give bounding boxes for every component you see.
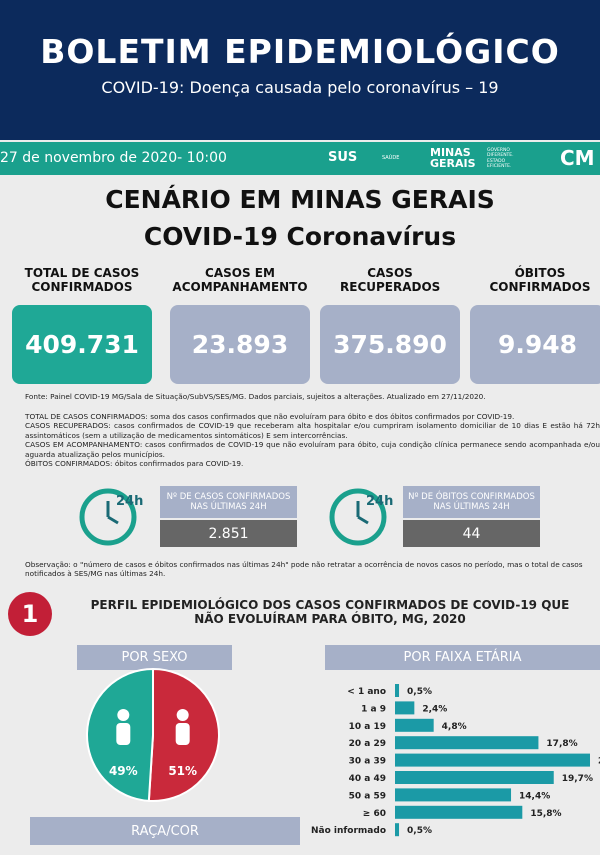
bar-category: 50 a 59 (349, 791, 386, 801)
card-label: TOTAL DE CASOS CONFIRMADOS (24, 266, 140, 294)
bar-category: < 1 ano (347, 687, 386, 697)
card-value: 375.890 (320, 305, 460, 384)
definition: CASOS RECUPERADOS: casos confirmados de … (25, 421, 600, 440)
clock-icon: 24h (329, 488, 393, 546)
bar (395, 684, 400, 697)
bar (395, 788, 512, 802)
last24h-value: 44 (403, 520, 540, 547)
bar-category: Não informado (311, 826, 386, 836)
pie-label: 49% (109, 764, 138, 778)
section-title: PERFIL EPIDEMIOLÓGICO DOS CASOS CONFIRMA… (90, 598, 570, 626)
bar (395, 718, 434, 732)
bar-category: 1 a 9 (361, 704, 386, 714)
bar-label: 14,4% (519, 791, 550, 801)
slogan: GOVERNO DIFERENTE. ESTADO EFICIENTE. (487, 148, 514, 170)
date: 27 de novembro de 2020- 10:00 (0, 150, 227, 166)
card-value: 23.893 (170, 305, 310, 384)
bar (395, 701, 415, 715)
sus-logo: SUS (328, 150, 358, 165)
bar-label: 0,5% (407, 826, 432, 836)
chart-title: POR FAIXA ETÁRIA (325, 645, 600, 670)
bar-label: 19,7% (562, 774, 593, 784)
bar-category: 30 a 39 (349, 757, 386, 767)
definition: CASOS EM ACOMPANHAMENTO: casos confirmad… (25, 440, 600, 459)
chart-title: POR SEXO (77, 645, 232, 670)
bar (395, 823, 400, 837)
observation: Observação: o "número de casos e óbitos … (25, 560, 583, 579)
definitions: TOTAL DE CASOS CONFIRMADOS: soma dos cas… (25, 412, 600, 469)
card-value: 9.948 (470, 305, 600, 384)
bar-label: 24,2% (598, 757, 600, 767)
card-value: 409.731 (12, 305, 152, 384)
definition: ÓBITOS CONFIRMADOS: óbitos confirmados p… (25, 459, 244, 469)
bar (395, 753, 590, 767)
bar-label: 17,8% (546, 739, 577, 749)
last24h-label: Nº DE ÓBITOS CONFIRMADOS NAS ÚLTIMAS 24H (403, 486, 540, 518)
cm-logo: CM (560, 146, 595, 170)
minas-logo: MINAS GERAIS (430, 146, 476, 170)
bar-label: 2,4% (422, 704, 447, 714)
scenario-subtitle: COVID-19 Coronavírus (143, 222, 457, 251)
last24h-value: 2.851 (160, 520, 297, 547)
subtitle: COVID-19: Doença causada pelo coronavíru… (101, 78, 499, 97)
bar (395, 771, 554, 784)
bar-label: 15,8% (530, 809, 561, 819)
bar-label: 4,8% (442, 722, 467, 732)
person-icon (116, 723, 131, 745)
bar (395, 736, 539, 750)
svg-text:24h: 24h (366, 494, 393, 509)
bar-category: 20 a 29 (349, 739, 386, 749)
definition: TOTAL DE CASOS CONFIRMADOS: soma dos cas… (25, 412, 515, 421)
pie-label: 51% (168, 764, 197, 778)
race-title: RAÇA/COR (30, 817, 300, 845)
svg-text:24h: 24h (116, 494, 143, 509)
person-icon (175, 723, 190, 745)
saude: SAÚDE (382, 155, 400, 161)
bar-category: 10 a 19 (349, 722, 386, 732)
section-number: 1 (8, 592, 52, 636)
source: Fonte: Painel COVID-19 MG/Sala de Situaç… (25, 392, 486, 401)
bar-category: ≥ 60 (363, 809, 386, 819)
last24h-label: Nº DE CASOS CONFIRMADOS NAS ÚLTIMAS 24H (160, 486, 297, 518)
header: BOLETIM EPIDEMIOLÓGICO COVID-19: Doença … (0, 0, 600, 140)
clock-icon: 24h (79, 488, 143, 546)
person-icon (117, 709, 130, 721)
bar (395, 805, 523, 819)
card-label: CASOS RECUPERADOS (340, 266, 441, 294)
bar-category: 40 a 49 (349, 774, 386, 784)
scenario-title: CENÁRIO EM MINAS GERAIS (105, 185, 495, 214)
bar-label: 0,5% (407, 687, 432, 697)
title: BOLETIM EPIDEMIOLÓGICO (40, 32, 560, 71)
person-icon (176, 709, 189, 721)
card-label: ÓBITOS CONFIRMADOS (489, 266, 591, 294)
band: 27 de novembro de 2020- 10:00 SUS SAÚDE … (0, 142, 600, 175)
card-label: CASOS EM ACOMPANHAMENTO (172, 266, 308, 294)
